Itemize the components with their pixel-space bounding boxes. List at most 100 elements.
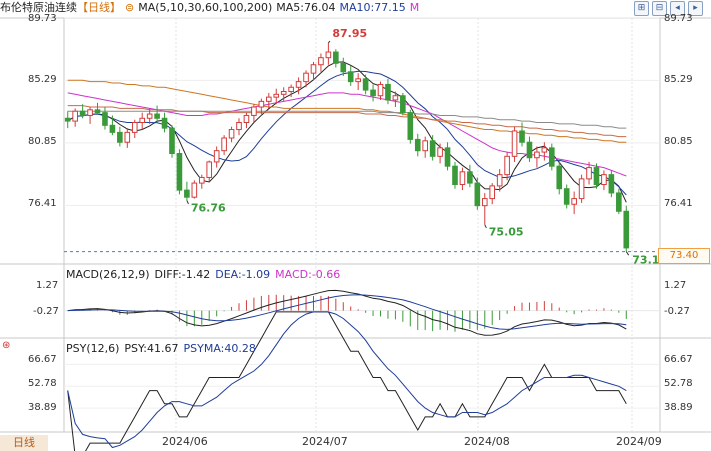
candle-body (206, 161, 213, 178)
psy-axis-label-left: 38.89 (28, 402, 57, 413)
chart-toolbar: ⊞ ⊟ ◂ ▸ (634, 1, 703, 16)
psyma-line (67, 311, 627, 449)
macd-dea: DEA:-1.09 (215, 268, 271, 281)
candle-body (548, 147, 555, 167)
candle-body (64, 117, 71, 122)
annotation-leader (484, 224, 487, 229)
instrument-title: 布伦特原油连续 (0, 1, 77, 14)
psy-params: PSY(12,6) (66, 342, 120, 355)
candle-body (407, 112, 414, 140)
candle-body (221, 137, 227, 152)
macd-legend: MACD(26,12,9) DIFF:-1.42 DEA:-1.09 MACD:-0.… (66, 268, 345, 282)
psy-axis-label: 66.67 (664, 354, 693, 365)
candle-body (511, 130, 518, 157)
x-axis-label: 2024/09 (616, 435, 662, 448)
macd-panel (64, 289, 660, 336)
psy-legend: PSY(12,6) PSY:41.67 PSYMA:40.28 (66, 342, 261, 356)
ma30-line (67, 92, 627, 177)
price-axis-label: 76.41 (664, 198, 693, 209)
candle-body (459, 171, 466, 185)
candle-body (72, 110, 78, 122)
candle-body (243, 114, 250, 123)
macd-axis-label-left: 1.27 (36, 280, 59, 291)
candle-body (325, 51, 332, 59)
candle-body (184, 189, 190, 198)
candle-body (161, 117, 168, 129)
candle-body (139, 117, 146, 124)
candle-body (385, 83, 391, 101)
price-axis-label: 89.73 (664, 13, 693, 24)
x-axis-label: 2024/07 (302, 435, 348, 448)
ma-more-label: M (409, 1, 420, 14)
pan-left-icon[interactable]: ◂ (670, 1, 685, 16)
psy-axis-label-left: 52.78 (28, 378, 57, 389)
macd-diff: DIFF:-1.42 (154, 268, 211, 281)
psy-value: PSY:41.67 (124, 342, 179, 355)
price-axis-label: 80.85 (664, 136, 693, 147)
candle-body (288, 86, 294, 93)
ma-params-label[interactable]: MA(5,10,30,60,100,200) (138, 1, 273, 14)
candle-body (586, 167, 592, 180)
candle-body (295, 81, 302, 88)
x-axis-label: 2024/06 (162, 435, 208, 448)
macd-axis-label: -0.27 (664, 306, 690, 317)
candle-body (340, 62, 347, 73)
candle-body (519, 130, 525, 143)
candle-body (117, 131, 123, 143)
high-annotation: 87.95 (332, 27, 367, 40)
price-axis-label-left: 85.29 (28, 74, 57, 85)
psy-axis-label: 38.89 (664, 402, 693, 413)
candle-body (362, 78, 369, 91)
price-axis-label-left: 80.85 (28, 136, 57, 147)
candle-body (169, 127, 175, 155)
candle-body (429, 140, 436, 157)
candle-body (414, 138, 421, 152)
macd-axis-label-left: -0.27 (33, 306, 59, 317)
candle-body (467, 171, 473, 184)
candles (64, 42, 630, 252)
ma200-line (67, 110, 627, 129)
candle-body (593, 167, 600, 186)
period-button[interactable]: 日线 (0, 435, 48, 451)
macd-diff-line (67, 289, 627, 336)
macd-value: MACD:-0.66 (275, 268, 341, 281)
psyma-value: PSYMA:40.28 (183, 342, 256, 355)
pan-right-icon[interactable]: ▸ (688, 1, 703, 16)
candle-body (333, 51, 339, 64)
candle-body (571, 198, 577, 205)
candle-body (191, 182, 198, 198)
price-axis-label-left: 89.73 (28, 13, 57, 24)
zoom-out-icon[interactable]: ⊟ (652, 1, 667, 16)
candle-body (452, 165, 458, 186)
ma10-line (67, 70, 627, 196)
candle-body (303, 72, 309, 83)
settings-icon[interactable]: ⊜ (125, 1, 135, 14)
annotation-leader (328, 40, 331, 44)
zoom-in-icon[interactable]: ⊞ (634, 1, 649, 16)
candle-body (102, 112, 108, 126)
candle-body (608, 174, 615, 194)
candle-body (563, 188, 570, 205)
candle-body (236, 122, 242, 131)
candle-body (377, 83, 384, 97)
candle-body (541, 147, 548, 153)
psy-panel (64, 311, 660, 451)
candle-body (504, 155, 510, 176)
candle-body (273, 93, 280, 98)
candle-body (392, 95, 399, 101)
candle-body (444, 147, 451, 167)
candle-body (124, 131, 131, 143)
last-price-box: 73.40 (658, 248, 710, 264)
candle-body (474, 182, 481, 207)
candle-body (109, 124, 116, 133)
period-label[interactable]: 【日线】 (77, 1, 121, 14)
candle-body (534, 151, 540, 159)
candle-body (176, 153, 183, 191)
macd-dea-line (67, 294, 627, 330)
candle-body (251, 106, 257, 116)
low-annotation: 76.76 (191, 202, 226, 215)
annotation-leader (625, 251, 630, 256)
indicator-settings-icon[interactable]: ⊛ (2, 340, 11, 351)
